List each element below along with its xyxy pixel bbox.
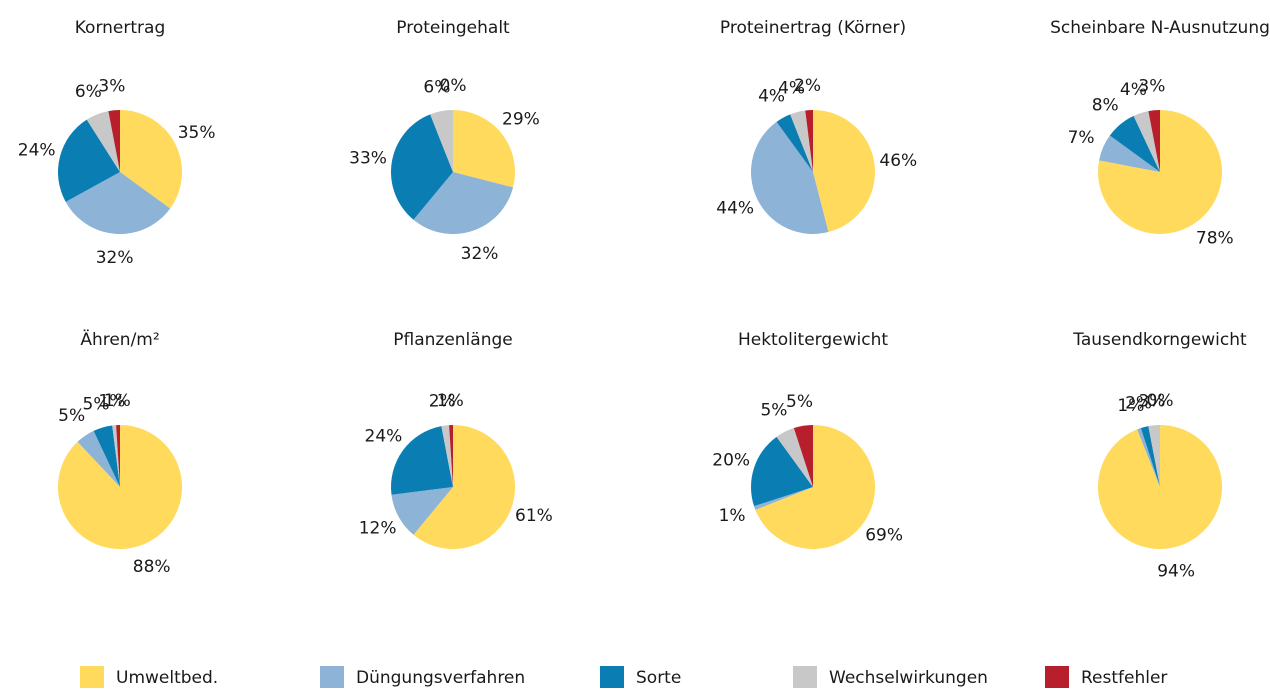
legend-swatch <box>600 666 624 688</box>
slice-label: 69% <box>865 525 903 545</box>
pie-slice <box>57 119 120 202</box>
slice-label: 24% <box>18 141 56 161</box>
pie-slice <box>805 110 813 172</box>
pie-slice <box>1097 110 1222 234</box>
pie-slice <box>65 172 171 234</box>
pie-slice <box>1109 115 1160 172</box>
pie-slice <box>77 430 120 487</box>
slice-label: 32% <box>461 244 499 264</box>
pie-slice <box>1148 110 1160 172</box>
slice-label: 24% <box>365 426 403 446</box>
pie-title: Ähren/m² <box>80 329 159 350</box>
pie-title: Tausendkorngewicht <box>1072 330 1247 350</box>
slice-label: 44% <box>716 199 754 219</box>
pie-title: Proteingehalt <box>396 18 510 38</box>
pie-slice <box>793 425 813 487</box>
slice-label: 4% <box>1120 80 1147 100</box>
legend-label: Sorte <box>636 668 681 688</box>
pie-slice <box>776 114 813 172</box>
legend-label: Umweltbed. <box>116 668 218 688</box>
pie-slice <box>1140 426 1160 487</box>
pie-title: Scheinbare N-Ausnutzung <box>1050 18 1270 38</box>
legend-label: Düngungsverfahren <box>356 668 525 688</box>
slice-label: 88% <box>133 557 171 577</box>
slice-label: 5% <box>760 400 787 420</box>
slice-label: 1% <box>1117 396 1144 416</box>
pie-title: Proteinertrag (Körner) <box>720 18 906 38</box>
slice-label: 6% <box>423 78 450 98</box>
slice-label: 5% <box>83 394 110 414</box>
pie-slice <box>441 425 453 487</box>
legend-swatch <box>793 666 817 688</box>
legend-swatch <box>80 666 104 688</box>
pie-slice <box>449 425 453 487</box>
slice-label: 1% <box>719 506 746 526</box>
pie-slice <box>93 425 120 487</box>
pie-slice <box>391 487 453 535</box>
slice-label: 5% <box>58 406 85 426</box>
pie-slice <box>390 114 453 220</box>
pie-slice <box>754 487 813 510</box>
pie-slice <box>413 172 514 234</box>
pie-slice <box>1099 135 1160 172</box>
pie-slice <box>453 110 515 188</box>
pie-slice <box>751 436 813 507</box>
legend-swatch <box>320 666 344 688</box>
slice-label: 3% <box>1138 76 1165 96</box>
slice-label: 2% <box>429 392 456 412</box>
slice-label: 5% <box>786 392 813 412</box>
pie-slice <box>112 425 120 487</box>
pie-slice <box>776 428 813 487</box>
pie-slice <box>790 110 813 172</box>
pie-slice <box>813 110 875 233</box>
pie-slice <box>755 425 875 549</box>
pie-slice <box>1148 425 1160 487</box>
pie-slice <box>58 424 183 549</box>
pie-slice <box>1137 428 1160 487</box>
pie-slice <box>413 425 515 549</box>
slice-label: 7% <box>1068 128 1095 148</box>
slice-label: 1% <box>437 391 464 411</box>
slice-label: 78% <box>1196 228 1234 248</box>
slice-label: 1% <box>98 391 125 411</box>
slice-label: 32% <box>96 248 134 268</box>
slice-label: 94% <box>1157 561 1195 581</box>
slice-label: 6% <box>75 82 102 102</box>
pie-slice <box>751 121 829 234</box>
pie-slice <box>391 426 453 495</box>
pie-slice <box>430 110 453 172</box>
legend-label: Wechselwirkungen <box>829 668 988 688</box>
slice-label: 12% <box>359 518 397 538</box>
slice-label: 3% <box>1138 391 1165 411</box>
slice-label: 29% <box>502 109 540 129</box>
legend-swatch <box>1045 666 1069 688</box>
pie-title: Pflanzenlänge <box>393 330 512 350</box>
pie-slice <box>86 111 120 172</box>
slice-label: 35% <box>178 123 216 143</box>
legend-label: Restfehler <box>1081 668 1167 688</box>
pie-slice <box>1133 111 1160 172</box>
slice-label: 33% <box>349 149 387 169</box>
slice-label: 46% <box>879 151 917 171</box>
slice-label: 20% <box>712 450 750 470</box>
slice-label: 2% <box>794 76 821 96</box>
slice-label: 3% <box>98 76 125 96</box>
slice-label: 0% <box>440 76 467 96</box>
slice-label: 0% <box>1147 391 1174 411</box>
slice-label: 61% <box>515 506 553 526</box>
slice-label: 1% <box>104 391 131 411</box>
slice-label: 2% <box>1125 394 1152 414</box>
pie-slice <box>116 425 120 487</box>
pie-title: Hektolitergewicht <box>738 330 888 350</box>
slice-label: 8% <box>1092 96 1119 116</box>
pie-slice <box>1098 425 1223 549</box>
pie-slice <box>108 110 120 172</box>
slice-label: 4% <box>778 79 805 99</box>
pie-title: Kornertrag <box>75 18 165 38</box>
pie-slice <box>120 110 182 209</box>
slice-label: 4% <box>758 87 785 107</box>
